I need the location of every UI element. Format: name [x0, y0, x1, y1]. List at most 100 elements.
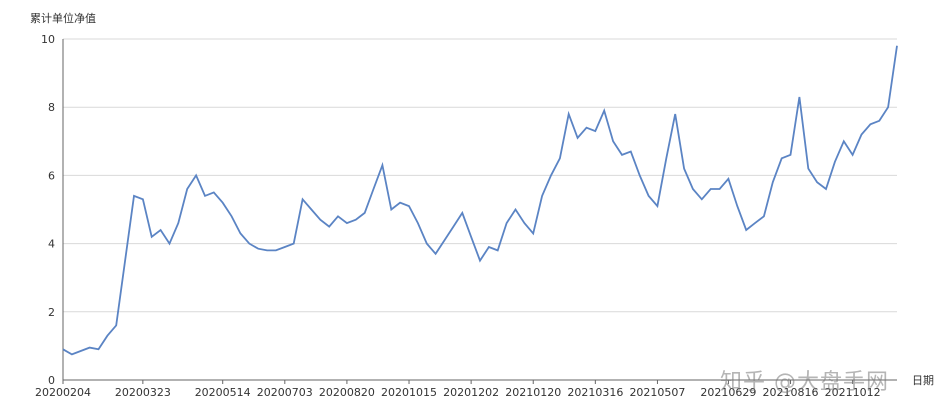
x-tick-label: 20210629: [700, 386, 756, 399]
data-point: [284, 246, 286, 248]
data-point: [825, 188, 827, 190]
data-point: [151, 236, 153, 238]
data-point: [710, 188, 712, 190]
data-point: [177, 222, 179, 224]
data-point: [204, 195, 206, 197]
data-point: [346, 222, 348, 224]
x-tick-label: 20200703: [257, 386, 313, 399]
x-tick-label: 20200323: [115, 386, 171, 399]
x-axis: 20200204 20200323 20200514 20200703 20200820…: [35, 380, 881, 399]
data-point: [861, 133, 863, 135]
data-point: [390, 209, 392, 211]
data-point: [470, 236, 472, 238]
data-point: [62, 348, 64, 350]
data-point: [80, 350, 82, 352]
data-point: [506, 222, 508, 224]
data-point: [674, 113, 676, 115]
data-point: [452, 226, 454, 228]
data-point: [497, 249, 499, 251]
data-point: [195, 174, 197, 176]
data-point: [603, 110, 605, 112]
data-point: [781, 157, 783, 159]
data-point: [648, 195, 650, 197]
data-point: [692, 188, 694, 190]
data-point: [213, 191, 215, 193]
y-tick-label: 10: [41, 33, 55, 46]
data-point: [461, 212, 463, 214]
data-point: [869, 123, 871, 125]
data-point: [612, 140, 614, 142]
watermark: 知乎 @大盘手网: [720, 370, 889, 395]
data-point: [488, 246, 490, 248]
data-point: [745, 229, 747, 231]
x-tick-label: 20201202: [443, 386, 499, 399]
data-point: [479, 260, 481, 262]
data-point: [381, 164, 383, 166]
data-point: [364, 212, 366, 214]
data-point: [541, 195, 543, 197]
data-point: [417, 222, 419, 224]
x-tick-label: 20210816: [763, 386, 819, 399]
data-point: [790, 154, 792, 156]
data-point: [106, 335, 108, 337]
x-tick-label: 20200204: [35, 386, 91, 399]
data-point: [585, 127, 587, 129]
data-point: [630, 151, 632, 153]
data-point: [222, 202, 224, 204]
data-point: [559, 157, 561, 159]
data-point: [373, 188, 375, 190]
data-point: [328, 226, 330, 228]
grid-lines: [63, 38, 897, 381]
x-tick-label: 20201015: [381, 386, 437, 399]
data-point: [337, 215, 339, 217]
data-point: [310, 209, 312, 211]
data-point: [444, 239, 446, 241]
data-point: [621, 154, 623, 156]
y-tick-label: 6: [48, 169, 55, 182]
data-point: [168, 243, 170, 245]
data-point: [293, 243, 295, 245]
data-point: [523, 222, 525, 224]
data-point: [266, 249, 268, 251]
x-tick-label: 20200514: [195, 386, 251, 399]
data-point: [843, 140, 845, 142]
data-point: [754, 222, 756, 224]
series-points: [62, 45, 898, 356]
data-point: [798, 96, 800, 98]
data-point: [683, 168, 685, 170]
x-tick-label: 20211012: [825, 386, 881, 399]
data-point: [275, 249, 277, 251]
x-tick-label: 20200820: [319, 386, 375, 399]
data-point: [807, 168, 809, 170]
x-tick-label: 20210120: [505, 386, 561, 399]
y-tick-label: 2: [48, 306, 55, 319]
data-point: [878, 120, 880, 122]
data-point: [133, 195, 135, 197]
data-point: [426, 243, 428, 245]
y-tick-label: 8: [48, 101, 55, 114]
data-point: [115, 324, 117, 326]
data-point: [239, 232, 241, 234]
data-point: [248, 243, 250, 245]
series-line: [62, 45, 898, 356]
data-point: [399, 202, 401, 204]
data-point: [124, 260, 126, 262]
data-point: [71, 353, 73, 355]
data-point: [355, 219, 357, 221]
data-point: [665, 157, 667, 159]
data-point: [834, 161, 836, 163]
data-point: [160, 229, 162, 231]
data-point: [763, 215, 765, 217]
data-point: [852, 154, 854, 156]
data-point: [736, 205, 738, 207]
data-point: [302, 198, 304, 200]
data-point: [97, 348, 99, 350]
data-point: [639, 174, 641, 176]
data-point: [257, 248, 259, 250]
y-axis: 0 2 4 6 8 10: [41, 33, 64, 387]
data-point: [514, 209, 516, 211]
data-point: [727, 178, 729, 180]
data-point: [532, 232, 534, 234]
x-tick-label: 20210316: [567, 386, 623, 399]
